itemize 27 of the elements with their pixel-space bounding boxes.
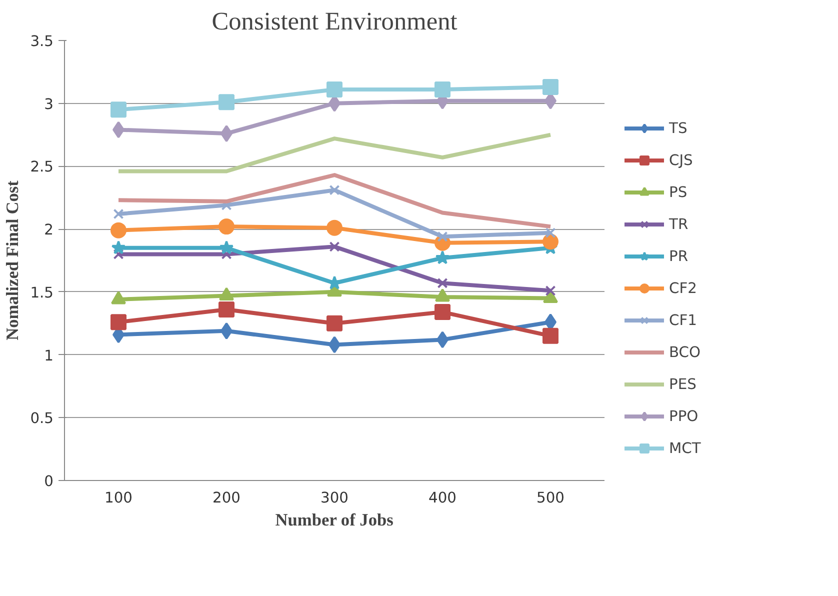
- legend-label: PS: [669, 184, 688, 200]
- x-tick-label: 200: [212, 490, 240, 506]
- legend-label: CJS: [669, 152, 693, 168]
- legend-label: CF2: [669, 280, 697, 296]
- y-tick-label: 3: [44, 96, 54, 113]
- x-axis-title: Number of Jobs: [275, 510, 394, 530]
- y-axis-title: Nomalized Final Cost: [3, 180, 22, 340]
- y-tick-label: 2: [44, 222, 54, 239]
- y-tick-label: 0: [44, 473, 54, 490]
- legend-label: PES: [669, 376, 696, 392]
- x-tick-label: 300: [320, 490, 348, 506]
- chart-title: Consistent Environment: [212, 8, 458, 36]
- legend-label: PPO: [669, 408, 698, 424]
- legend-label: TS: [669, 120, 688, 136]
- legend-label: PR: [669, 248, 689, 264]
- legend-label: MCT: [669, 440, 701, 456]
- legend-label: TR: [669, 216, 689, 232]
- y-tick-label: 1: [44, 347, 54, 364]
- y-tick-label: 1.5: [30, 284, 54, 302]
- legend-label: CF1: [669, 312, 697, 328]
- y-tick-label: 3.5: [30, 33, 54, 50]
- x-tick-label: 400: [428, 490, 456, 506]
- x-tick-label: 100: [104, 490, 132, 506]
- x-tick-label: 500: [536, 490, 564, 506]
- y-tick-label: 2.5: [30, 158, 54, 176]
- y-tick-label: 0.5: [30, 410, 54, 428]
- legend-label: BCO: [669, 344, 701, 360]
